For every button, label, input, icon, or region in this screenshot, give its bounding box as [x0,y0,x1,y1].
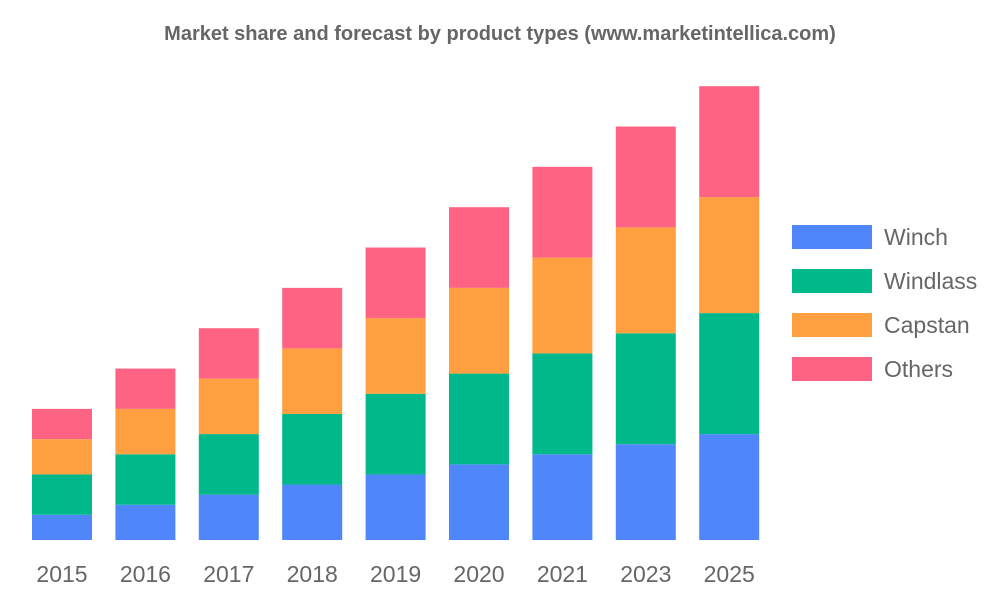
bar-winch-2019 [365,474,426,540]
bar-windlass-2021 [532,353,593,455]
x-axis: 2015 2016 2017 2018 2019 2020 2021 2023 2025 [36,561,754,587]
bar-capstan-2021 [532,257,593,354]
x-tick-label: 2023 [620,561,671,587]
x-tick-label: 2018 [287,561,338,587]
x-tick-label: 2016 [120,561,171,587]
bar-capstan-2019 [365,318,426,394]
bar-winch-2020 [449,464,509,540]
legend: Winch Windlass Capstan Others [792,224,977,382]
bar-others-2020 [449,207,509,288]
bar-capstan-2015 [32,439,92,475]
legend-label-winch: Winch [884,224,948,250]
x-tick-label: 2025 [704,561,755,587]
bar-windlass-2019 [365,393,426,475]
x-tick-label: 2017 [203,561,254,587]
legend-label-capstan: Capstan [884,312,970,338]
legend-swatch-others [792,357,872,381]
bar-others-2015 [32,408,92,440]
bar-windlass-2016 [115,454,176,505]
bar-windlass-2023 [615,333,676,445]
bar-others-2018 [282,287,343,349]
chart-title: Market share and forecast by product typ… [164,23,836,45]
bar-windlass-2020 [449,373,509,465]
bar-capstan-2017 [198,378,259,435]
bar-windlass-2017 [198,434,259,495]
legend-swatch-windlass [792,269,872,293]
bar-capstan-2020 [449,287,509,374]
bar-windlass-2015 [32,474,92,515]
bar-capstan-2023 [615,227,676,334]
x-tick-label: 2019 [370,561,421,587]
bar-others-2016 [115,368,176,409]
bar-capstan-2025 [699,197,760,314]
x-tick-label: 2015 [36,561,87,587]
bar-winch-2023 [615,444,676,540]
bar-others-2017 [198,328,259,379]
bar-others-2023 [615,126,676,228]
x-tick-label: 2021 [537,561,588,587]
bar-capstan-2016 [115,408,176,455]
bar-windlass-2025 [699,313,760,435]
legend-swatch-winch [792,225,872,249]
bar-winch-2025 [699,434,760,540]
bar-others-2025 [699,86,760,198]
bar-winch-2018 [282,484,343,540]
bar-windlass-2018 [282,413,343,485]
legend-label-others: Others [884,356,953,382]
bar-winch-2021 [532,454,593,540]
bar-capstan-2018 [282,348,343,414]
bar-winch-2015 [32,514,92,540]
bar-winch-2017 [198,494,259,540]
bar-winch-2016 [115,504,176,540]
bars-layer [32,86,760,540]
bar-others-2021 [532,166,593,258]
legend-label-windlass: Windlass [884,268,977,294]
legend-swatch-capstan [792,313,872,337]
bar-others-2019 [365,247,426,319]
x-tick-label: 2020 [453,561,504,587]
